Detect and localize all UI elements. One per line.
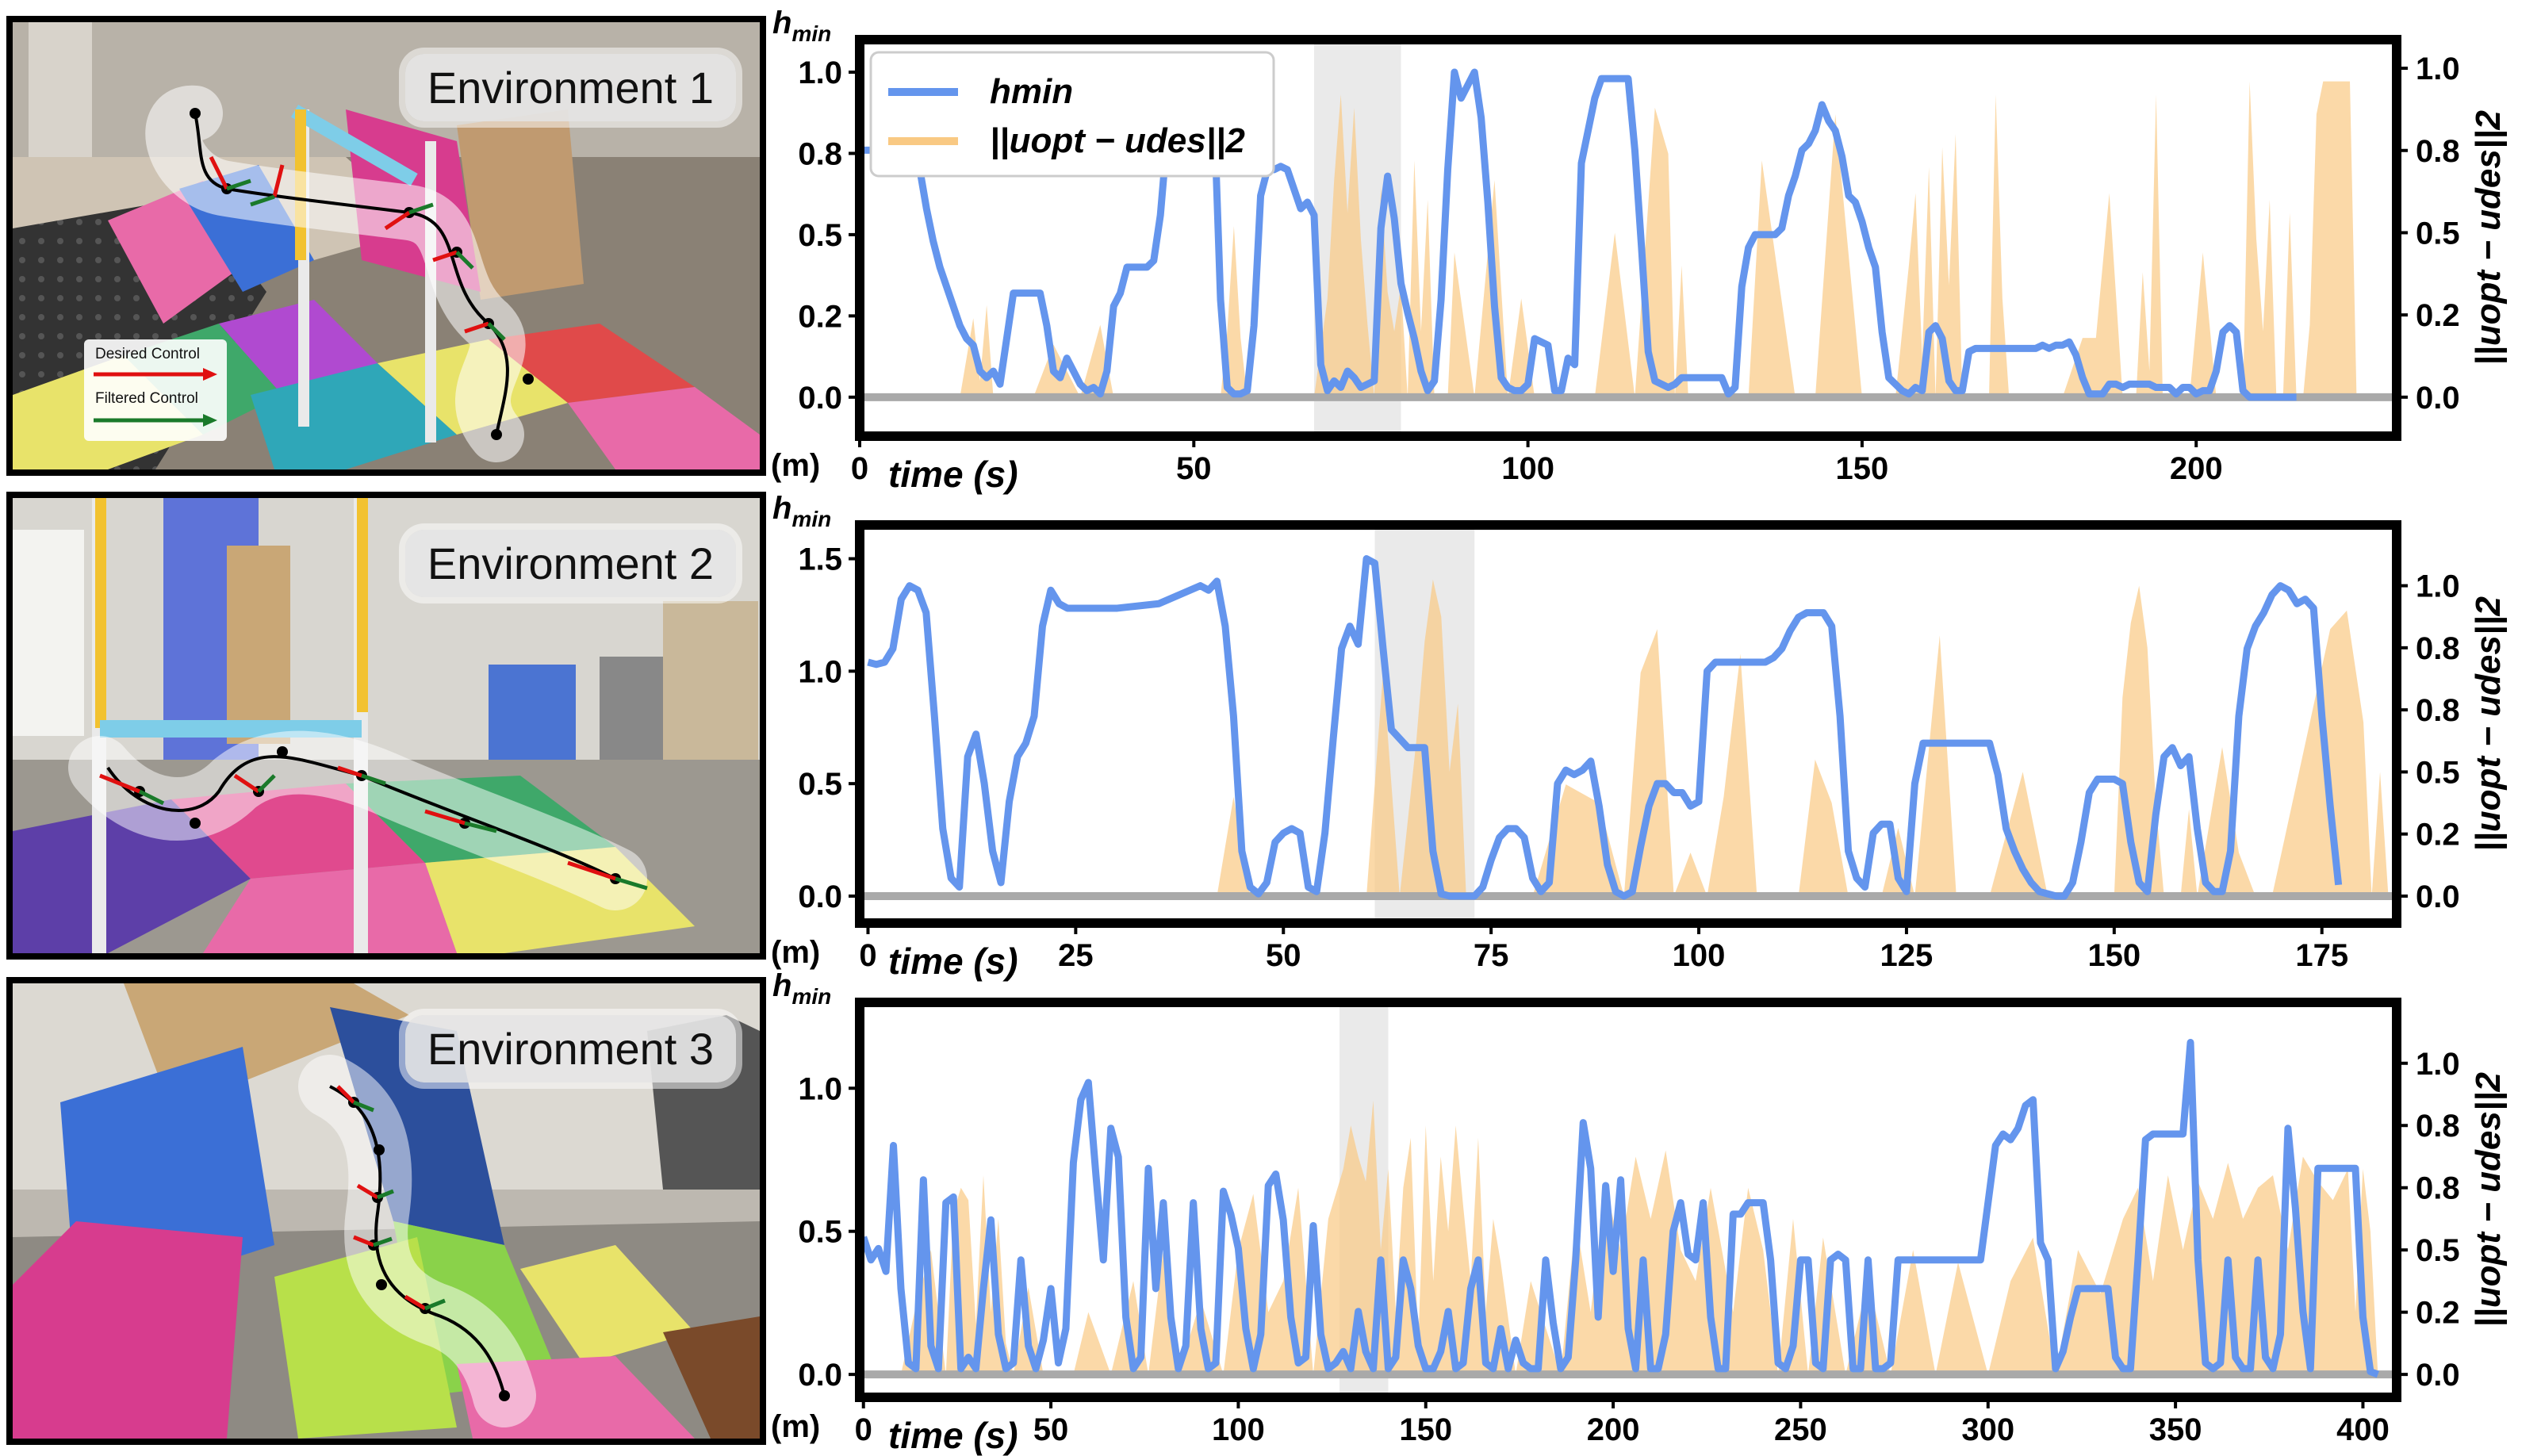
chart-legend: hmin ||uopt − udes||2: [869, 51, 1275, 178]
filtered-control-label: Filtered Control: [95, 390, 198, 407]
x-tick-label: 25: [1058, 938, 1094, 973]
y-tick-label: 0.8: [798, 136, 842, 171]
x-axis-label: time (s): [888, 454, 1018, 495]
right-tick-label: 0.2: [2416, 298, 2460, 333]
y-tick-label: 0.0: [798, 879, 842, 914]
right-tick-label: 0.8: [2416, 693, 2460, 728]
x-tick-label: 150: [1836, 451, 1889, 486]
hmin-line: [867, 555, 2343, 900]
hmin-line: [860, 52, 2297, 401]
right-tick-label: 0.0: [2416, 381, 2460, 416]
y-tick-label: 0.0: [798, 1358, 842, 1393]
right-tick-label: 0.5: [2416, 1233, 2460, 1268]
y-axis-label: hmin: [772, 968, 831, 1009]
environment-2-label: Environment 2: [404, 530, 736, 597]
x-tick-label: 175: [2295, 938, 2348, 973]
x-tick-label: 50: [1266, 938, 1301, 973]
x-tick-label: 300: [1961, 1412, 2014, 1447]
right-tick-label: 0.0: [2416, 1358, 2460, 1393]
right-axis-label: ||uopt − udes||2: [2469, 110, 2508, 366]
legend-hmin-label: hmin: [990, 72, 1073, 111]
y-tick-label: 1.0: [798, 56, 842, 90]
y-tick-label: 0.5: [798, 767, 842, 802]
right-axis-label: ||uopt − udes||2: [2469, 1072, 2508, 1328]
y-tick-label: 0.5: [798, 218, 842, 253]
right-tick-label: 0.2: [2416, 1296, 2460, 1331]
chart-panel-1: 0.0 0.2 0.5 0.8 1.0 0.0 0.2 0.5 0.8 1.0 0 50 100 150 2…: [771, 6, 2508, 495]
y-axis-label: hmin: [772, 491, 831, 531]
x-axis-label: time (s): [888, 941, 1018, 982]
y-tick-label: 0.5: [798, 1215, 842, 1250]
plot-frame: [855, 998, 2401, 1402]
x-tick-label: 350: [2149, 1412, 2202, 1447]
right-tick-label: 1.0: [2416, 52, 2460, 86]
right-axis-label: ||uopt − udes||2: [2469, 596, 2508, 852]
right-tick-label: 0.8: [2416, 631, 2460, 666]
environment-3-photo: Environment 3: [6, 977, 766, 1445]
hmin-line: [860, 1039, 2379, 1378]
x-tick-label: 0: [855, 1412, 872, 1447]
x-tick-label: 125: [1880, 938, 1934, 973]
x-tick-label: 400: [2336, 1412, 2390, 1447]
desired-control-arrow-icon: [94, 368, 217, 381]
chart-panel-3: 0.0 0.5 1.0 0.0 0.2 0.5 0.8 0.8 1.0 0 50 100 150 200 2…: [771, 968, 2508, 1456]
chart-panel-2: 0.0 0.5 1.0 1.5 0.0 0.2 0.5 0.8 0.8 1.0 0 25 50 75 100…: [771, 491, 2508, 982]
y-tick-label: 1.0: [798, 1071, 842, 1106]
desired-control-label: Desired Control: [95, 346, 200, 362]
x-axis-label: time (s): [888, 1415, 1018, 1456]
x-tick-label: 100: [1673, 938, 1726, 973]
legend-box: [869, 51, 1275, 178]
y-axis-unit: (m): [771, 1409, 820, 1444]
u-diff-area: [900, 1100, 2378, 1375]
y-tick-label: 1.0: [798, 654, 842, 689]
y-axis-unit: (m): [771, 935, 820, 970]
right-tick-label: 0.8: [2416, 1171, 2460, 1206]
x-tick-label: 100: [1212, 1412, 1265, 1447]
y-axis-label: hmin: [772, 6, 831, 46]
x-tick-label: 0: [851, 451, 868, 486]
environment-1-label: Environment 1: [404, 54, 736, 121]
control-legend: Desired Control Filtered Control: [84, 339, 227, 441]
legend-u-label: ||uopt − udes||2: [990, 121, 1245, 160]
right-tick-label: 0.2: [2416, 818, 2460, 853]
x-tick-label: 150: [2087, 938, 2140, 973]
y-tick-label: 0.2: [798, 299, 842, 334]
right-tick-label: 0.8: [2416, 134, 2460, 169]
plot-frame: [855, 35, 2401, 441]
right-tick-label: 0.5: [2416, 216, 2460, 251]
right-tick-label: 1.0: [2416, 1047, 2460, 1082]
x-tick-label: 200: [2170, 451, 2223, 486]
right-tick-label: 0.5: [2416, 755, 2460, 790]
x-tick-label: 50: [1033, 1412, 1069, 1447]
environment-2-photo: Environment 2: [6, 492, 766, 960]
plot-frame: [855, 520, 2401, 928]
x-tick-label: 100: [1501, 451, 1554, 486]
environment-3-label: Environment 3: [404, 1015, 736, 1082]
x-tick-label: 75: [1474, 938, 1509, 973]
x-tick-label: 200: [1587, 1412, 1640, 1447]
x-tick-label: 50: [1176, 451, 1212, 486]
right-tick-label: 1.0: [2416, 569, 2460, 604]
right-tick-label: 0.0: [2416, 879, 2460, 914]
y-axis-unit: (m): [771, 448, 820, 483]
x-tick-label: 150: [1399, 1412, 1452, 1447]
filtered-control-arrow-icon: [94, 414, 217, 427]
u-diff-area: [960, 81, 2363, 397]
y-tick-label: 1.5: [798, 542, 842, 577]
y-tick-label: 0.0: [798, 381, 842, 416]
x-tick-label: 0: [859, 938, 876, 973]
environment-1-photo: Environment 1 Desired Control Filtered C…: [6, 16, 766, 476]
x-tick-label: 250: [1774, 1412, 1827, 1447]
right-tick-label: 0.8: [2416, 1109, 2460, 1144]
